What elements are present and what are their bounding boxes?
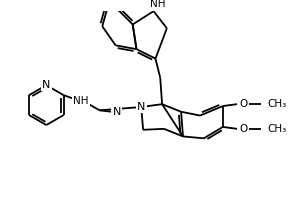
Text: O: O bbox=[240, 124, 248, 134]
Text: NH: NH bbox=[149, 0, 165, 9]
Text: O: O bbox=[240, 99, 248, 109]
Text: CH₃: CH₃ bbox=[268, 99, 287, 109]
Text: N: N bbox=[113, 107, 121, 117]
Text: N: N bbox=[42, 80, 50, 90]
Text: CH₃: CH₃ bbox=[268, 124, 287, 134]
Text: N: N bbox=[137, 102, 145, 112]
Text: NH: NH bbox=[73, 96, 88, 106]
